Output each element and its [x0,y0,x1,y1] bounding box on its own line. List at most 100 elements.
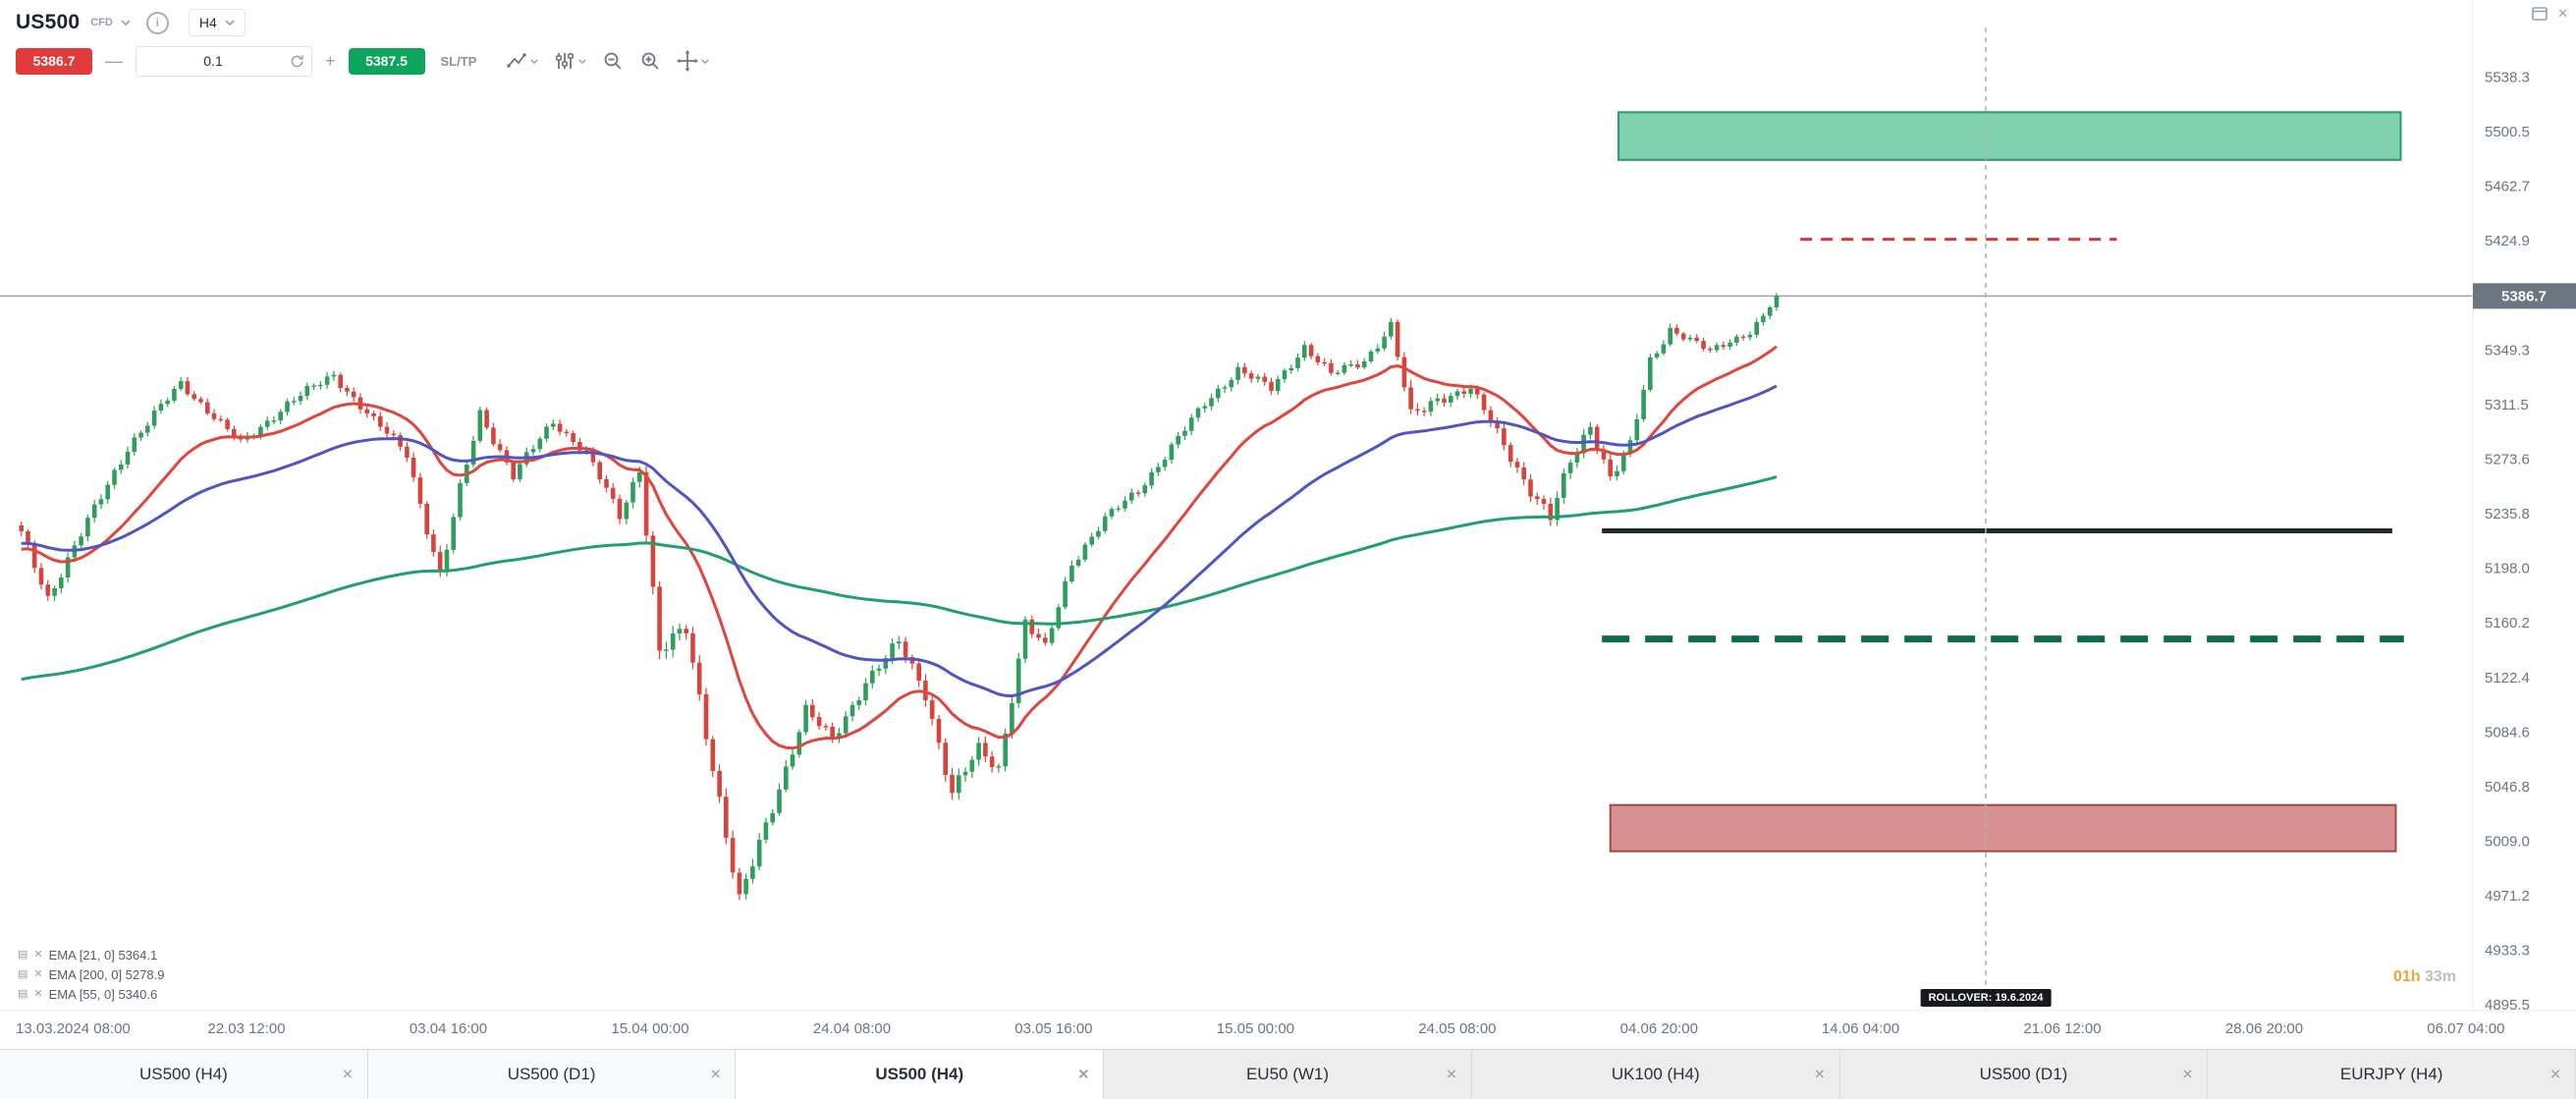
countdown-hours: 01h [2392,968,2421,985]
tab-label: US500 (H4) [875,1065,964,1083]
time-axis: 13.03.2024 08:00 22.03 12:00 03.04 16:00 15… [16,1020,2505,1037]
volume-input[interactable] [137,52,290,70]
tab-close-icon[interactable]: ✕ [341,1066,354,1082]
time-axis-label: 14.06 04:00 [1822,1020,1899,1037]
indicator-legend: ▤ ✕ EMA [21, 0] 5364.1 ▤ ✕ EMA [200, 0] 5278.… [18,945,164,1004]
indicator-legend-row: ▤ ✕ EMA [21, 0] 5364.1 [18,945,164,964]
indicator-legend-row: ▤ ✕ EMA [200, 0] 5278.9 [18,964,164,984]
price-axis-label: 5500.5 [2485,124,2530,140]
timeframe-selector[interactable]: H4 [188,9,246,36]
ema-200-line[interactable] [21,475,1778,682]
sell-price-button[interactable]: 5386.7 [16,47,92,75]
instrument-tab[interactable]: EURJPY (H4) ✕ [2208,1050,2576,1099]
price-axis-label: 5084.6 [2485,724,2530,741]
time-axis-label: 28.06 20:00 [2225,1020,2303,1037]
symbol-toolbar: US500 CFD i H4 [16,6,246,39]
ema-55-line[interactable] [21,384,1778,698]
time-axis-label: 13.03.2024 08:00 [16,1020,131,1037]
price-axis-label: 5273.6 [2485,452,2530,468]
current-price-badge: 5386.7 [2473,283,2576,309]
price-axis-label: 4933.3 [2485,943,2530,960]
trendline-tool-button[interactable] [500,46,544,76]
instrument-tab[interactable]: US500 (H4) ✕ [736,1050,1105,1099]
instrument-tab[interactable]: UK100 (H4) ✕ [1471,1050,1840,1099]
volume-box [136,45,312,77]
tab-label: EURJPY (H4) [2339,1065,2443,1083]
price-axis-label: 5462.7 [2485,179,2530,195]
price-axis-label: 5424.9 [2485,233,2530,249]
volume-increase-button[interactable]: + [325,51,336,71]
time-axis-label: 03.05 16:00 [1014,1020,1092,1037]
time-axis-label: 21.06 12:00 [2023,1020,2101,1037]
candlestick-chart[interactable]: 5538.3 5500.5 5462.7 5424.9 5349.3 5311.5 5273… [0,0,2576,1050]
volume-decrease-button[interactable]: — [105,51,123,71]
instrument-tab[interactable]: US500 (H4) ✕ [0,1050,368,1099]
timeframe-caret-icon [225,20,235,26]
panel-icon[interactable] [2532,7,2548,21]
time-axis-label: 22.03 12:00 [207,1020,285,1037]
price-axis-label: 4895.5 [2485,997,2530,1014]
time-axis-label: 24.04 08:00 [813,1020,891,1037]
symbol-dropdown-caret-icon[interactable] [121,20,131,26]
price-axis-label: 5160.2 [2485,615,2530,632]
tab-label: UK100 (H4) [1611,1065,1700,1083]
time-axis-label: 15.04 00:00 [611,1020,688,1037]
pan-tool-button[interactable] [671,46,715,76]
indicator-label: EMA [21, 0] 5364.1 [48,947,158,962]
symbol-name[interactable]: US500 [16,11,81,33]
instrument-type-label: CFD [90,17,113,28]
timeframe-value: H4 [198,15,217,30]
price-axis-label: 5198.0 [2485,561,2530,577]
tab-label: US500 (D1) [507,1065,596,1083]
indicator-settings-icon[interactable]: ▤ [18,948,28,961]
indicators-tool-button[interactable] [548,46,592,76]
price-axis-label: 5122.4 [2485,670,2530,687]
indicator-legend-row: ▤ ✕ EMA [55, 0] 5340.6 [18,984,164,1004]
indicator-label: EMA [200, 0] 5278.9 [48,966,165,982]
chart-tools [500,46,715,76]
ema-21-line[interactable] [21,345,1778,750]
instrument-tab[interactable]: US500 (D1) ✕ [367,1050,737,1099]
chart-window-controls: ✕ [2532,6,2568,22]
tab-label: US500 (H4) [138,1065,228,1083]
instrument-tabs-bar: US500 (H4) ✕ US500 (D1) ✕ US500 (H4) ✕ EU50 (W… [0,1049,2576,1099]
demand-zone[interactable] [1609,803,2397,852]
time-axis-label: 06.07 04:00 [2427,1020,2504,1037]
buy-price-button[interactable]: 5387.5 [348,47,425,75]
price-axis-label: 5235.8 [2485,506,2530,522]
indicator-settings-icon[interactable]: ▤ [18,967,28,980]
zoom-out-button[interactable] [596,46,630,76]
tab-close-icon[interactable]: ✕ [2549,1066,2562,1082]
tab-close-icon[interactable]: ✕ [1446,1066,1457,1082]
indicator-settings-icon[interactable]: ▤ [18,987,28,1000]
trendline-caret-icon [530,58,539,64]
info-icon[interactable]: i [145,11,169,34]
remove-indicator-icon[interactable]: ✕ [33,987,43,1000]
instrument-tab[interactable]: EU50 (W1) ✕ [1104,1050,1472,1099]
remove-indicator-icon[interactable]: ✕ [33,967,43,980]
zoom-in-button[interactable] [633,46,667,76]
time-axis-label: 03.04 16:00 [410,1020,487,1037]
pan-caret-icon [701,58,710,64]
price-axis-label: 4971.2 [2485,888,2530,905]
supply-zone[interactable] [1617,111,2402,161]
price-axis-label: 5009.0 [2485,833,2530,850]
tab-close-icon[interactable]: ✕ [1077,1066,1090,1082]
close-icon[interactable]: ✕ [2557,6,2568,21]
refresh-icon[interactable] [290,54,304,69]
tab-close-icon[interactable]: ✕ [1813,1066,1826,1082]
price-axis-label: 5538.3 [2485,70,2530,86]
time-axis-label: 24.05 08:00 [1418,1020,1496,1037]
tab-close-icon[interactable]: ✕ [2181,1066,2194,1082]
indicator-label: EMA [55, 0] 5340.6 [48,986,158,1002]
candles [19,293,1780,901]
tab-close-icon[interactable]: ✕ [709,1066,722,1082]
price-axis-label: 5349.3 [2485,342,2530,358]
instrument-tab[interactable]: US500 (D1) ✕ [1839,1050,2209,1099]
remove-indicator-icon[interactable]: ✕ [33,948,43,961]
price-axis-label: 5311.5 [2485,397,2529,413]
price-axis: 5538.3 5500.5 5462.7 5424.9 5349.3 5311.5 5273… [2485,70,2530,1015]
time-axis-label: 15.05 00:00 [1217,1020,1294,1037]
sl-tp-label[interactable]: SL/TP [440,53,477,69]
